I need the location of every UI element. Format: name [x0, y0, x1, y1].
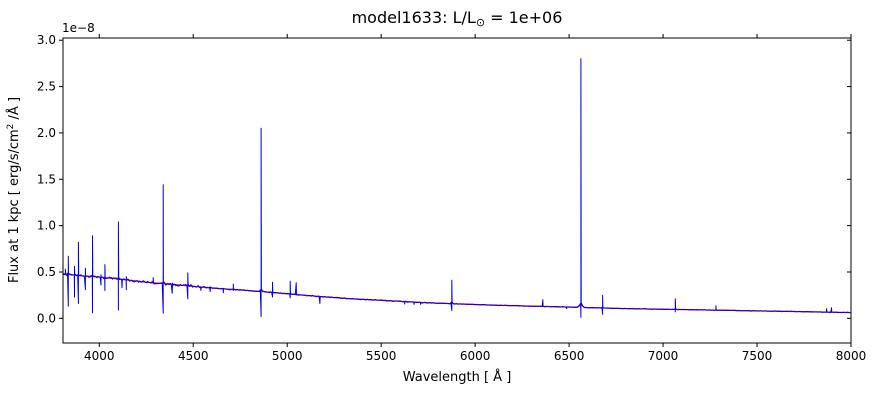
- x-tick-label: 8000: [836, 349, 867, 363]
- y-axis-offset-label: 1e−8: [62, 21, 95, 35]
- plot-title-value: = 1e+06: [485, 8, 562, 27]
- x-tick-label: 5500: [366, 349, 397, 363]
- axes-box: [62, 37, 852, 344]
- x-axis-label: Wavelength [ Å ]: [403, 369, 512, 385]
- y-tick-label: 2.0: [37, 126, 56, 140]
- x-tick-label: 6000: [460, 349, 491, 363]
- x-tick-label: 4500: [178, 349, 209, 363]
- y-axis-label: Flux at 1 kpc [ erg/s/cm2 /Å ]: [6, 97, 22, 283]
- y-axis-label-superscript: 2: [6, 124, 16, 130]
- y-axis-label-main: Flux at 1 kpc [ erg/s/cm: [7, 129, 22, 283]
- y-tick-label: 0.0: [37, 311, 56, 325]
- axis-ticks: [59, 34, 852, 347]
- y-tick-label: 1.5: [37, 172, 56, 186]
- x-tick-label: 7000: [648, 349, 679, 363]
- sun-symbol-subscript: ⊙: [476, 16, 485, 29]
- axis-tick-labels: 4000 4500 5000 5500 6000 6500 7000 7500 8000 0.0 0…: [37, 33, 866, 363]
- spectrum-line: [62, 58, 851, 318]
- y-tick-label: 0.5: [37, 265, 56, 279]
- y-tick-label: 2.5: [37, 80, 56, 94]
- x-tick-label: 5000: [272, 349, 303, 363]
- x-tick-label: 4000: [84, 349, 115, 363]
- plot-title-main: model1633: L/L: [352, 8, 476, 27]
- y-tick-label: 1.0: [37, 219, 56, 233]
- y-tick-label: 3.0: [37, 33, 56, 47]
- x-tick-label: 7500: [742, 349, 773, 363]
- plot-title: model1633: L/L⊙ = 1e+06: [352, 8, 563, 29]
- x-tick-label: 6500: [554, 349, 585, 363]
- y-axis-label-units: /Å ]: [6, 97, 22, 124]
